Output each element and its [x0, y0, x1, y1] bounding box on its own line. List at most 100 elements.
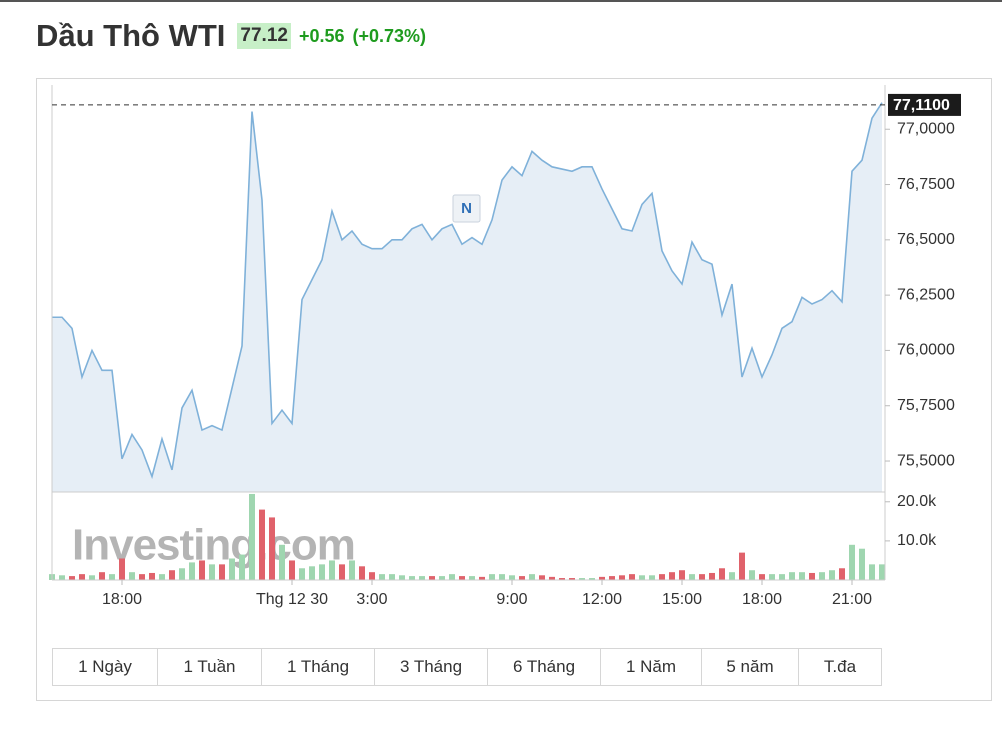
volume-bar: [99, 572, 105, 580]
volume-bar: [69, 576, 75, 580]
annotation-label: N: [461, 200, 472, 217]
volume-tick-label: 20.0k: [897, 493, 937, 510]
volume-bar: [649, 575, 655, 580]
volume-bar: [169, 570, 175, 580]
range-button[interactable]: T.đa: [798, 648, 882, 686]
volume-bar: [369, 572, 375, 580]
range-button[interactable]: 1 Ngày: [52, 648, 158, 686]
volume-bar: [439, 576, 445, 580]
volume-bar: [309, 566, 315, 580]
volume-bar: [539, 575, 545, 580]
range-button[interactable]: 6 Tháng: [487, 648, 601, 686]
volume-bar: [599, 576, 605, 580]
volume-bar: [659, 574, 665, 580]
volume-bar: [129, 572, 135, 580]
x-tick-label: 9:00: [496, 591, 527, 608]
change: +0.56: [298, 25, 345, 46]
range-button[interactable]: 1 Tuần: [157, 648, 262, 686]
y-tick-label: 76,7500: [897, 176, 955, 193]
volume-bar: [419, 576, 425, 580]
watermark: Investing.com: [72, 521, 355, 570]
volume-bar: [629, 574, 635, 580]
volume-bar: [499, 574, 505, 580]
x-tick-label: 18:00: [742, 591, 782, 608]
volume-bar: [239, 554, 245, 580]
volume-bar: [739, 552, 745, 580]
volume-bar: [609, 576, 615, 580]
volume-bar: [519, 576, 525, 580]
volume-bar: [329, 560, 335, 580]
last-price-label: 77,1100: [893, 97, 950, 114]
volume-bar: [189, 562, 195, 580]
annotation: N: [452, 194, 481, 223]
volume-bar: [249, 493, 255, 580]
volume-bar: [219, 564, 225, 580]
volume-bar: [299, 568, 305, 580]
volume-bar: [729, 572, 735, 580]
header: Dầu Thô WTI 77.12 +0.56 (+0.73%): [36, 18, 426, 54]
x-tick-label: Thg 12 30: [256, 591, 328, 608]
volume-bar: [879, 564, 885, 580]
volume-bar: [149, 572, 155, 580]
volume-bar: [389, 574, 395, 580]
price-line: [52, 102, 883, 480]
annotation-box: [452, 194, 481, 223]
volume-bar: [719, 568, 725, 580]
volume-bar: [59, 575, 65, 580]
y-tick-label: 75,5000: [897, 452, 955, 469]
volume-bar: [379, 574, 385, 580]
volume-bar: [829, 570, 835, 580]
price-area: [52, 102, 882, 493]
volume-bar: [179, 568, 185, 580]
top-border: [0, 0, 1002, 2]
volume-bar: [89, 575, 95, 580]
volume-bar: [709, 572, 715, 580]
volume-bar: [139, 574, 145, 580]
volume-bar: [699, 574, 705, 580]
volume-bar: [559, 578, 565, 580]
volume-bar: [529, 574, 535, 580]
x-tick-label: 18:00: [102, 591, 142, 608]
y-tick-label: 75,7500: [897, 397, 955, 414]
volume-bar: [209, 564, 215, 580]
range-button[interactable]: 1 Năm: [600, 648, 702, 686]
range-button[interactable]: 1 Tháng: [261, 648, 375, 686]
chart-frame: [36, 78, 992, 701]
volume-bar: [869, 564, 875, 580]
volume-bar: [549, 576, 555, 580]
change-pct: (+0.73%): [352, 25, 427, 46]
volume-bar: [769, 574, 775, 580]
volume-bar: [229, 558, 235, 580]
volume-bar: [279, 544, 285, 580]
volume-bar: [289, 560, 295, 580]
x-tick-label: 21:00: [832, 591, 872, 608]
volume-bar: [849, 544, 855, 580]
volume-bar: [159, 574, 165, 580]
volume-bar: [479, 576, 485, 580]
volume-bar: [199, 560, 205, 580]
y-tick-label: 76,0000: [897, 342, 955, 359]
volume-bar: [839, 568, 845, 580]
volume-bar: [689, 574, 695, 580]
title: Dầu Thô WTI: [36, 18, 226, 53]
volume-bar: [269, 517, 275, 580]
volume-bar: [349, 560, 355, 580]
x-tick-label: 15:00: [662, 591, 702, 608]
range-button[interactable]: 3 Tháng: [374, 648, 488, 686]
volume-bar: [639, 575, 645, 580]
volume-bar: [799, 572, 805, 580]
volume-bar: [109, 574, 115, 580]
volume-bar: [399, 575, 405, 580]
volume-bar: [339, 564, 345, 580]
volume-bar: [429, 576, 435, 580]
volume-bar: [789, 572, 795, 580]
range-button[interactable]: 5 năm: [701, 648, 799, 686]
volume-bar: [469, 576, 475, 580]
range-buttons: 1 Ngày 1 Tuần 1 Tháng 3 Tháng 6 Tháng 1 Năm 5 …: [52, 648, 882, 686]
y-tick-label: 76,5000: [897, 231, 955, 248]
volume-bar: [409, 576, 415, 580]
volume-bar: [569, 578, 575, 580]
volume-bar: [809, 572, 815, 580]
